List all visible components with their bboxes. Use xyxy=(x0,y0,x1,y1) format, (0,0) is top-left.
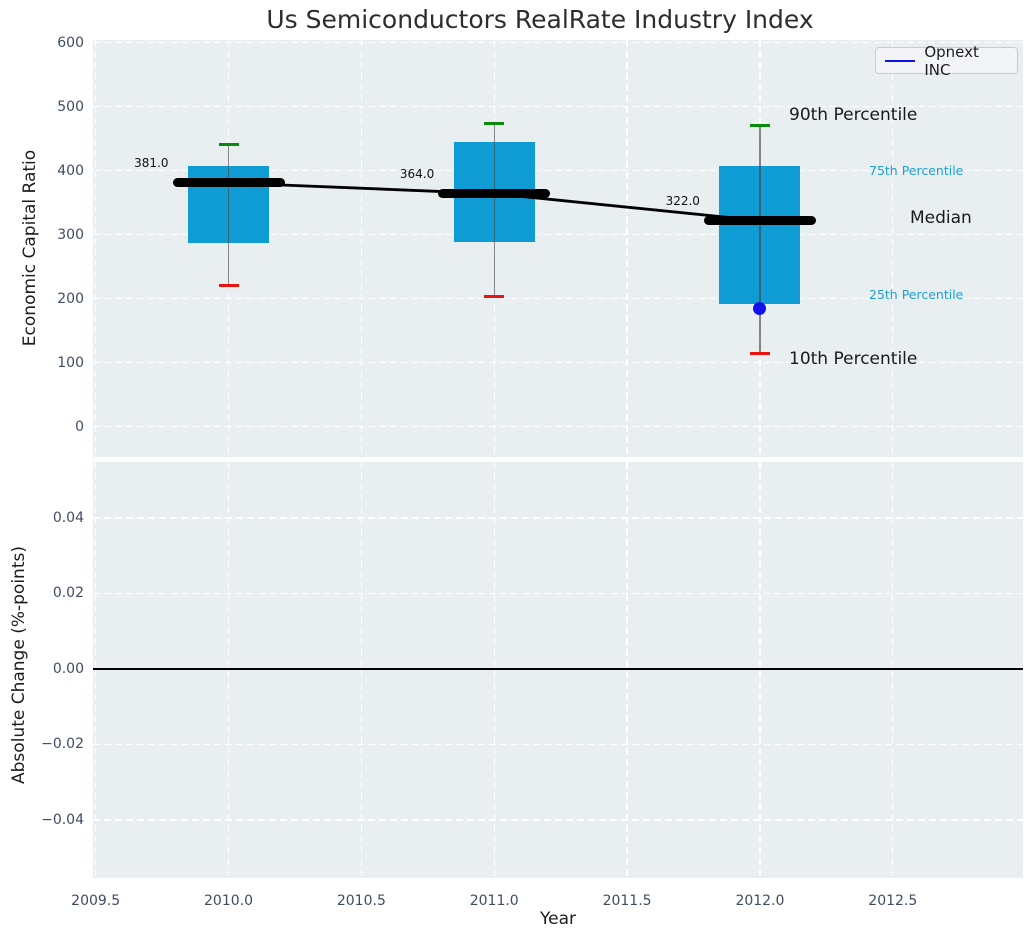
x-gridline xyxy=(759,462,761,878)
x-gridline xyxy=(227,462,230,878)
whisker-line xyxy=(759,125,761,354)
x-gridline xyxy=(94,40,97,457)
legend-line-swatch xyxy=(885,59,916,62)
x-gridline xyxy=(626,40,628,457)
x-tick-label: 2012.5 xyxy=(868,893,918,909)
whisker-line xyxy=(227,144,230,286)
top-plot-area xyxy=(93,40,1023,457)
x-tick-label: 2009.5 xyxy=(71,893,121,909)
annotation-75th-percentile: 75th Percentile xyxy=(869,163,964,178)
y-gridline xyxy=(93,426,1023,428)
x-gridline xyxy=(360,462,363,878)
y-gridline xyxy=(93,743,1023,746)
company-point xyxy=(753,301,767,315)
y-gridline xyxy=(93,233,1023,236)
y-gridline xyxy=(93,517,1023,519)
annotation-25th-percentile: 25th Percentile xyxy=(869,287,964,302)
y-gridline xyxy=(93,362,1023,364)
x-axis-label: Year xyxy=(540,909,576,929)
y-gridline xyxy=(93,41,1023,44)
x-tick-label: 2010.0 xyxy=(204,893,253,909)
y-tick-label: 600 xyxy=(57,34,84,51)
p90-cap xyxy=(218,142,239,146)
p10-cap xyxy=(749,352,770,356)
p10-cap xyxy=(218,284,239,288)
x-gridline xyxy=(493,462,495,878)
whisker-line xyxy=(493,123,495,297)
annotation-median: Median xyxy=(910,208,972,228)
y-tick-label: 500 xyxy=(57,98,84,115)
y-tick-label: 400 xyxy=(57,162,84,179)
x-gridline xyxy=(360,40,363,457)
p90-cap xyxy=(749,124,770,128)
median-marker xyxy=(703,216,816,226)
annotation-10th-percentile: 10th Percentile xyxy=(789,349,918,369)
x-gridline xyxy=(892,462,894,878)
median-marker xyxy=(172,178,285,188)
median-value-label: 381.0 xyxy=(134,155,169,170)
y-tick-label: −0.04 xyxy=(41,811,84,828)
chart-title: Us Semiconductors RealRate Industry Inde… xyxy=(266,5,814,34)
y-tick-label: −0.02 xyxy=(41,736,84,753)
median-marker xyxy=(438,189,551,199)
y-tick-label: 200 xyxy=(57,290,84,307)
median-value-label: 322.0 xyxy=(665,193,700,208)
y-tick-label: 100 xyxy=(57,354,84,371)
median-value-label: 364.0 xyxy=(399,166,435,181)
bottom-plot-area xyxy=(93,462,1023,878)
y-tick-label: 300 xyxy=(57,226,84,243)
p10-cap xyxy=(484,294,505,298)
x-gridline xyxy=(892,40,894,457)
zero-line xyxy=(93,667,1023,670)
y-tick-label: 0.02 xyxy=(52,585,84,602)
y-gridline xyxy=(93,592,1023,595)
x-tick-label: 2011.0 xyxy=(469,893,519,909)
y-tick-label: 0.00 xyxy=(52,660,84,677)
legend-label: Opnext INC xyxy=(924,42,979,79)
p90-cap xyxy=(484,121,505,125)
y-tick-label: 0.04 xyxy=(52,509,84,526)
annotation-90th-percentile: 90th Percentile xyxy=(789,105,918,125)
x-gridline xyxy=(626,462,628,878)
y-gridline xyxy=(93,298,1023,300)
x-gridline xyxy=(94,462,97,878)
y-gridline xyxy=(93,169,1023,172)
x-tick-label: 2012.0 xyxy=(735,893,785,909)
y-gridline xyxy=(93,819,1023,821)
legend: Opnext INC xyxy=(875,43,1018,79)
y-gridline xyxy=(93,105,1023,108)
x-tick-label: 2011.5 xyxy=(602,893,652,909)
x-tick-label: 2010.5 xyxy=(336,893,386,909)
y-tick-label: 0 xyxy=(75,418,84,435)
